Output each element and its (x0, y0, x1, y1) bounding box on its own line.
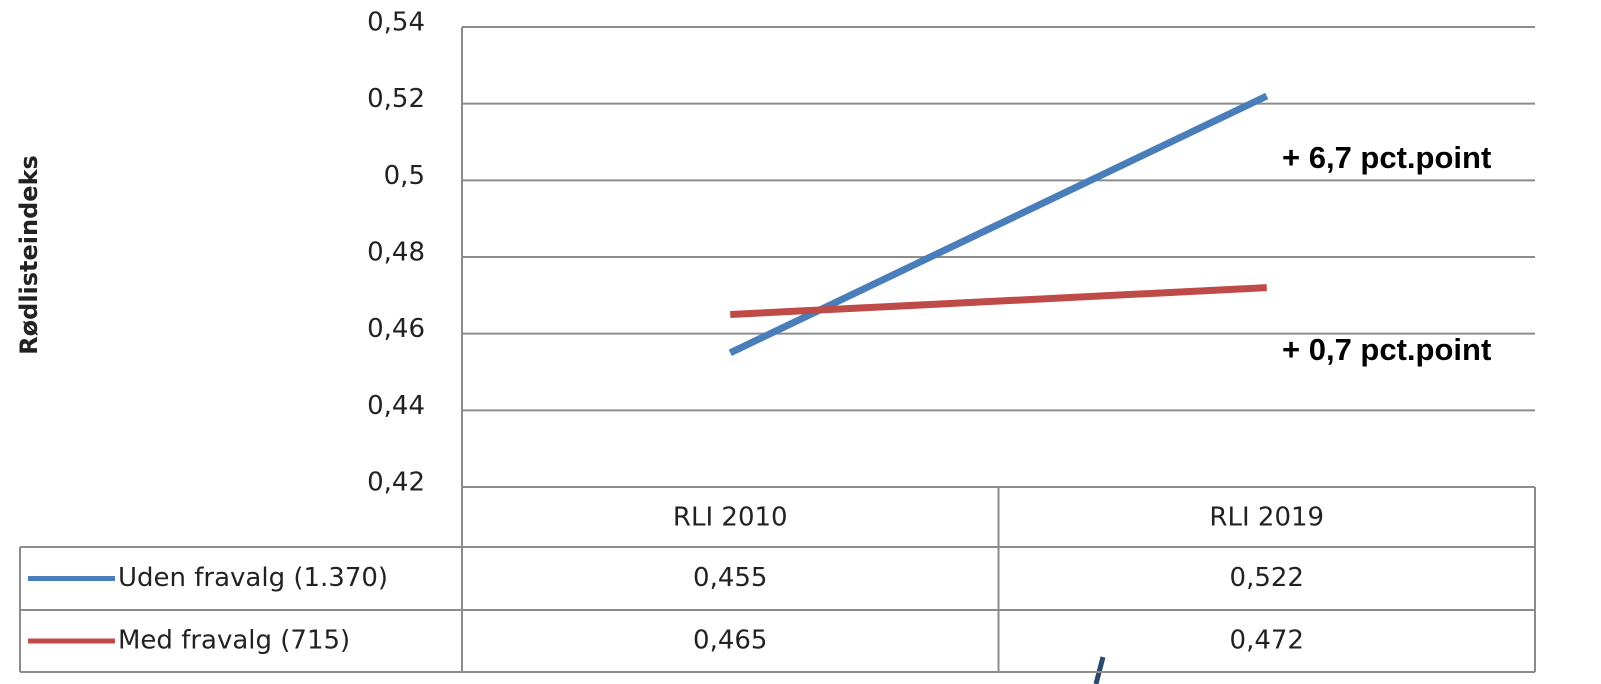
series-line (730, 284, 1267, 318)
table-value: 0,455 (693, 563, 767, 593)
y-tick-label: 0,44 (367, 391, 425, 421)
legend-label: Med fravalg (715) (118, 626, 350, 656)
annotation: + 6,7 pct.point (1282, 140, 1491, 175)
table-value: 0,472 (1230, 626, 1304, 656)
y-tick-label: 0,5 (384, 161, 425, 191)
y-axis-title: Rødlisteindeks (15, 155, 43, 355)
y-tick-label: 0,52 (367, 84, 425, 114)
y-tick-label: 0,48 (367, 238, 425, 268)
table-value: 0,465 (693, 626, 767, 656)
table-value: 0,522 (1230, 563, 1304, 593)
legend-label: Uden fravalg (1.370) (118, 563, 388, 593)
x-tick-label: RLI 2010 (673, 503, 788, 533)
decoration (1093, 656, 1106, 684)
x-tick-label: RLI 2019 (1209, 503, 1324, 533)
annotation: + 0,7 pct.point (1282, 332, 1491, 367)
series-line (728, 92, 1269, 356)
y-tick-label: 0,54 (367, 8, 425, 38)
y-tick-label: 0,42 (367, 468, 425, 498)
y-tick-label: 0,46 (367, 314, 425, 344)
